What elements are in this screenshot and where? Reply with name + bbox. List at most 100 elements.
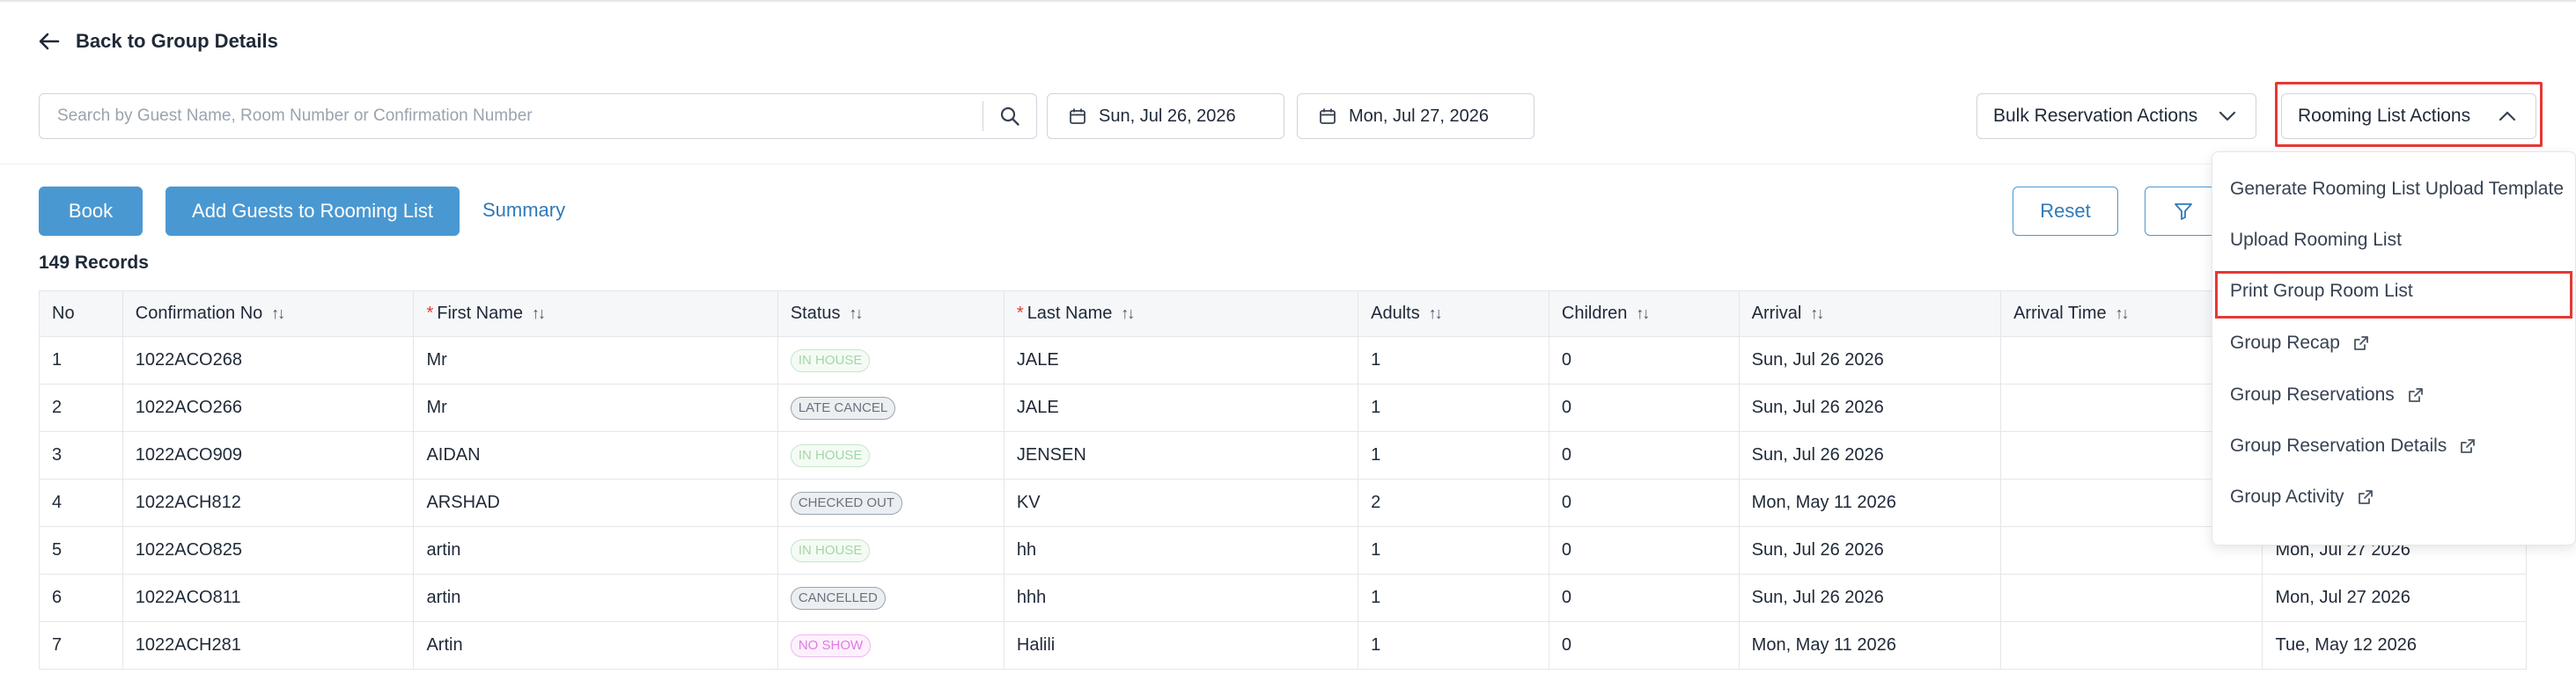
cell-last-name: JALE: [1003, 384, 1359, 432]
cell-arrival-time: [2000, 574, 2263, 622]
search-bar: [39, 93, 1037, 139]
cell-status: LATE CANCEL: [776, 384, 1005, 432]
cell-arrival: Sun, Jul 26 2026: [1738, 431, 2002, 480]
toolbar-separator: [0, 164, 2576, 165]
cell-first-name: Mr: [413, 384, 778, 432]
menu-item-label: Generate Rooming List Upload Template: [2230, 179, 2564, 199]
cell-no: 7: [39, 621, 123, 670]
header-first-name-label: First Name: [437, 304, 524, 323]
sort-icon[interactable]: ↑↓: [532, 304, 546, 322]
add-guests-button[interactable]: Add Guests to Rooming List: [166, 187, 460, 236]
cell-children: 0: [1548, 574, 1740, 622]
cell-children: 0: [1548, 336, 1740, 385]
cell-status: IN HOUSE: [776, 336, 1005, 385]
cell-adults: 1: [1358, 431, 1549, 480]
records-count: 149 Records: [39, 253, 149, 273]
cell-first-name: AIDAN: [413, 431, 778, 480]
table-row[interactable]: 6 1022ACO811 artin CANCELLED hhh 1 0 Sun, Jul 2…: [39, 574, 2527, 622]
cell-no: 4: [39, 479, 123, 527]
header-adults[interactable]: Adults ↑↓: [1358, 290, 1549, 337]
external-link-icon: [2354, 336, 2368, 350]
menu-item[interactable]: Upload Rooming List: [2230, 230, 2402, 251]
table-row[interactable]: 7 1022ACH281 Artin NO SHOW Halili 1 0 Mon, May …: [39, 621, 2527, 670]
sort-icon[interactable]: ↑↓: [1121, 304, 1135, 322]
cell-first-name: artin: [413, 574, 778, 622]
menu-item-label: Upload Rooming List: [2230, 230, 2402, 250]
status-badge: LATE CANCEL: [790, 396, 896, 420]
external-link-icon: [2358, 490, 2373, 504]
rooming-list-table: No Confirmation No ↑↓ * First Name ↑↓ Status ↑↓…: [39, 290, 2527, 670]
bulk-actions-label: Bulk Reservation Actions: [1993, 106, 2198, 126]
table-row[interactable]: 2 1022ACO266 Mr LATE CANCEL JALE 1 0 Sun, Jul 2…: [39, 384, 2527, 432]
cell-confirmation: 1022ACO268: [121, 336, 415, 385]
sort-icon[interactable]: ↑↓: [1428, 304, 1443, 322]
menu-item[interactable]: Group Recap: [2230, 333, 2370, 354]
menu-item[interactable]: Print Group Room List: [2230, 281, 2413, 302]
table-row[interactable]: 4 1022ACH812 ARSHAD CHECKED OUT KV 2 0 Mon, May…: [39, 479, 2527, 527]
cell-no: 1: [39, 336, 123, 385]
sort-icon[interactable]: ↑↓: [271, 304, 285, 322]
cell-adults: 1: [1358, 526, 1549, 575]
cell-status: CHECKED OUT: [776, 479, 1005, 527]
menu-item-label: Group Activity: [2230, 487, 2344, 507]
table-row[interactable]: 3 1022ACO909 AIDAN IN HOUSE JENSEN 1 0 Sun, Jul…: [39, 431, 2527, 480]
search-button[interactable]: [983, 94, 1036, 138]
header-first-name[interactable]: * First Name ↑↓: [413, 290, 778, 337]
cell-adults: 2: [1358, 479, 1549, 527]
cell-confirmation: 1022ACO266: [121, 384, 415, 432]
cell-confirmation: 1022ACO825: [121, 526, 415, 575]
header-no-label: No: [52, 304, 75, 323]
cell-children: 0: [1548, 621, 1740, 670]
cell-confirmation: 1022ACO811: [121, 574, 415, 622]
header-confirmation-no-label: Confirmation No: [135, 304, 263, 323]
search-icon: [1000, 106, 1019, 126]
bulk-reservation-actions-select[interactable]: Bulk Reservation Actions: [1976, 93, 2256, 139]
reset-button[interactable]: Reset: [2013, 187, 2118, 236]
start-date-picker[interactable]: Sun, Jul 26, 2026: [1047, 93, 1284, 139]
cell-confirmation: 1022ACH812: [121, 479, 415, 527]
search-input[interactable]: [40, 94, 983, 138]
book-button[interactable]: Book: [39, 187, 143, 236]
menu-item[interactable]: Generate Rooming List Upload Template: [2230, 179, 2564, 200]
menu-item[interactable]: Group Reservation Details: [2230, 436, 2477, 457]
cell-no: 3: [39, 431, 123, 480]
cell-adults: 1: [1358, 384, 1549, 432]
cell-no: 5: [39, 526, 123, 575]
rooming-list-actions-select[interactable]: Rooming List Actions: [2281, 93, 2536, 139]
cell-arrival: Sun, Jul 26 2026: [1738, 384, 2002, 432]
header-last-name[interactable]: * Last Name ↑↓: [1003, 290, 1359, 337]
cell-confirmation: 1022ACH281: [121, 621, 415, 670]
external-link-icon: [2408, 388, 2423, 402]
sort-icon[interactable]: ↑↓: [1810, 304, 1824, 322]
cell-first-name: artin: [413, 526, 778, 575]
cell-arrival: Mon, May 11 2026: [1738, 479, 2002, 527]
menu-item[interactable]: Group Reservations: [2230, 385, 2425, 406]
sort-icon[interactable]: ↑↓: [849, 304, 864, 322]
sort-icon[interactable]: ↑↓: [1636, 304, 1650, 322]
chevron-up-icon: [2499, 111, 2516, 121]
header-confirmation-no[interactable]: Confirmation No ↑↓: [121, 290, 415, 337]
external-link-icon: [2461, 439, 2476, 453]
start-date-value: Sun, Jul 26, 2026: [1099, 106, 1236, 126]
cell-last-name: KV: [1003, 479, 1359, 527]
cell-arrival: Sun, Jul 26 2026: [1738, 574, 2002, 622]
rooming-actions-label: Rooming List Actions: [2298, 106, 2471, 126]
cell-no: 6: [39, 574, 123, 622]
chevron-down-icon: [2219, 111, 2236, 121]
sort-icon[interactable]: ↑↓: [2115, 304, 2130, 322]
table-row[interactable]: 5 1022ACO825 artin IN HOUSE hh 1 0 Sun, Jul 26 …: [39, 526, 2527, 575]
table-row[interactable]: 1 1022ACO268 Mr IN HOUSE JALE 1 0 Sun, Jul 26 2…: [39, 336, 2527, 385]
summary-link[interactable]: Summary: [482, 199, 566, 221]
menu-item[interactable]: Group Activity: [2230, 487, 2374, 508]
back-to-group-link[interactable]: Back to Group Details: [39, 30, 278, 53]
header-status[interactable]: Status ↑↓: [776, 290, 1005, 337]
status-badge: NO SHOW: [790, 634, 872, 657]
end-date-picker[interactable]: Mon, Jul 27, 2026: [1297, 93, 1535, 139]
header-children[interactable]: Children ↑↓: [1548, 290, 1740, 337]
end-date-value: Mon, Jul 27, 2026: [1349, 106, 1489, 126]
cell-status: NO SHOW: [776, 621, 1005, 670]
header-arrival[interactable]: Arrival ↑↓: [1738, 290, 2002, 337]
calendar-icon: [1070, 108, 1086, 124]
filter-icon: [2175, 203, 2192, 220]
cell-status: IN HOUSE: [776, 431, 1005, 480]
